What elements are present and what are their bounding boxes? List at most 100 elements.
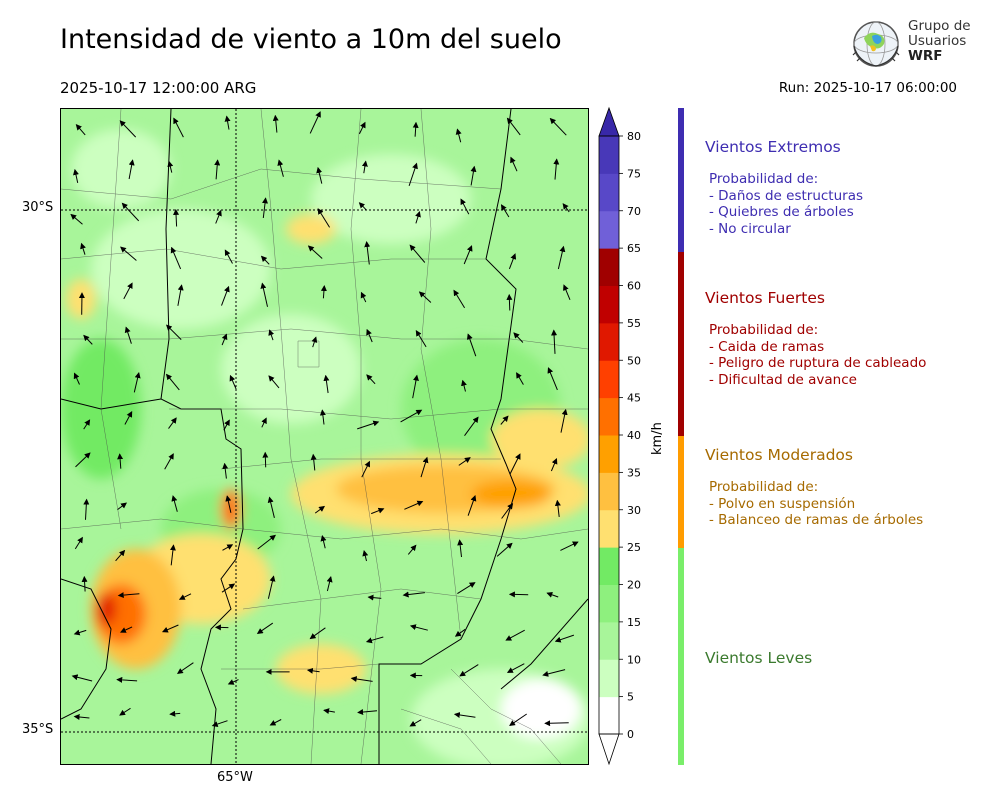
- wind-vector: [277, 159, 284, 177]
- wind-vector: [268, 329, 275, 341]
- colorbar-tick-label: 25: [627, 541, 641, 554]
- wind-vector: [418, 291, 432, 303]
- category-bar-fuertes: [678, 252, 684, 436]
- category-line: - Caida de ramas: [709, 338, 825, 355]
- wind-vector: [173, 208, 180, 227]
- category-line: - Quiebres de árboles: [709, 204, 854, 220]
- logo-line-1: Grupo de: [908, 18, 971, 34]
- wind-vector: [214, 159, 221, 180]
- wind-vector: [119, 626, 133, 633]
- wind-vector: [257, 534, 276, 550]
- wind-vector: [311, 336, 318, 348]
- category-bar: [678, 108, 684, 765]
- wind-vector: [262, 451, 269, 468]
- lat-label-30s: 30°S: [22, 200, 54, 215]
- department-borders: [61, 109, 588, 764]
- category-lines: Probabilidad de: - Caida de ramas - Peli…: [709, 322, 926, 388]
- colorbar-segment: [599, 360, 619, 399]
- wind-vector: [371, 507, 385, 515]
- colorbar-unit: km/h: [650, 422, 665, 455]
- wind-vector: [453, 289, 466, 309]
- wind-vector: [407, 544, 417, 555]
- wind-map: [60, 108, 589, 765]
- category-line: Probabilidad de:: [709, 171, 819, 187]
- wind-vector: [75, 124, 86, 136]
- colorbar-tick-label: 45: [627, 392, 641, 405]
- category-line: Probabilidad de:: [709, 479, 819, 495]
- wind-vector: [310, 453, 317, 471]
- wind-vector: [306, 667, 320, 674]
- wind-vector: [309, 111, 321, 134]
- wind-vector: [560, 408, 568, 433]
- colorbar-tick-label: 80: [627, 130, 641, 143]
- colorbar-segment: [599, 210, 619, 249]
- wind-vector: [551, 329, 558, 354]
- wind-vector: [409, 624, 428, 631]
- colorbar-segment: [599, 136, 619, 174]
- wind-vector: [365, 636, 384, 644]
- wind-vector: [464, 416, 479, 436]
- wind-vector: [516, 372, 524, 385]
- colorbar-segment: [599, 397, 619, 436]
- logo-line-3: WRF: [908, 48, 943, 64]
- wind-vector: [225, 495, 232, 513]
- wind-vector: [562, 203, 570, 213]
- wind-vector: [513, 332, 524, 343]
- wind-vector: [261, 417, 267, 428]
- wind-vector: [409, 244, 426, 263]
- wind-vector: [542, 669, 566, 677]
- wind-vector: [459, 664, 479, 677]
- wind-vector: [549, 117, 567, 136]
- colorbar-tick-label: 60: [627, 280, 641, 293]
- category-name: Vientos Extremos: [705, 138, 841, 156]
- wind-vector: [268, 375, 280, 389]
- wind-vector: [326, 576, 333, 592]
- colorbar-tick-label: 75: [627, 167, 641, 180]
- wind-vector: [227, 679, 239, 685]
- wind-vector: [224, 115, 231, 130]
- wind-vector: [73, 714, 90, 720]
- wind-vector: [124, 326, 132, 344]
- colorbar-svg: 0 5 10 15 20 25 30 35 40 45 50 55 60 65 70 75 80: [598, 106, 641, 766]
- wind-vector: [415, 210, 421, 224]
- wind-vector: [500, 415, 509, 425]
- page-title: Intensidad de viento a 10m del suelo: [60, 24, 562, 55]
- wind-vector: [119, 707, 131, 716]
- wind-vector: [224, 249, 233, 264]
- wind-vector: [506, 117, 521, 136]
- wind-vector: [260, 255, 270, 265]
- wind-vector: [467, 494, 477, 516]
- wind-vector: [358, 202, 367, 211]
- wind-vector: [364, 241, 371, 265]
- wind-vector: [307, 245, 323, 259]
- wind-vector: [505, 629, 525, 641]
- wind-vector: [563, 284, 571, 300]
- wind-vector: [83, 419, 91, 430]
- wind-vector: [454, 628, 466, 637]
- wind-vector: [547, 367, 558, 391]
- wind-vector: [453, 712, 476, 718]
- category-bar-extremos: [678, 108, 684, 252]
- wind-vector: [272, 114, 279, 133]
- wind-vector: [117, 453, 124, 469]
- category-line: - Balanceo de ramas de árboles: [709, 512, 924, 528]
- wind-vector: [508, 253, 517, 270]
- colorbar-segment: [599, 435, 619, 473]
- wind-vector: [553, 158, 560, 180]
- wind-vector: [557, 245, 566, 270]
- wind-vector: [361, 160, 368, 174]
- wind-vector: [420, 456, 429, 478]
- wind-vector: [404, 500, 424, 510]
- wind-vector: [402, 591, 425, 598]
- wind-vector: [81, 575, 88, 592]
- wind-vectors: [70, 111, 579, 727]
- wind-vector: [408, 162, 418, 187]
- category-line: - Peligro de ruptura de cableado: [709, 355, 927, 371]
- colorbar-tick-label: 10: [627, 653, 641, 666]
- wind-vector: [133, 372, 141, 393]
- wind-vector: [544, 720, 569, 727]
- wind-vector: [463, 245, 473, 265]
- wind-vector: [496, 542, 513, 557]
- graticule: [61, 109, 588, 764]
- wind-vector: [83, 498, 90, 520]
